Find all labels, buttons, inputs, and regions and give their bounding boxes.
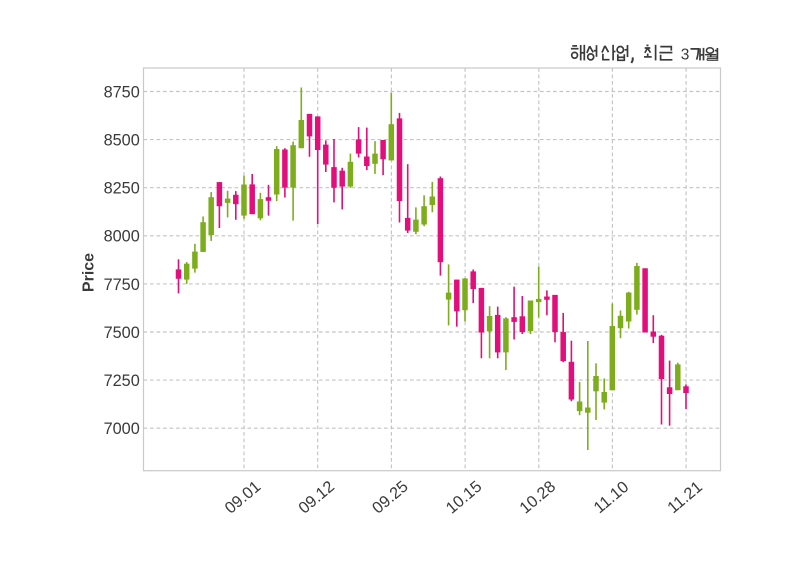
svg-text:7750: 7750	[104, 276, 140, 294]
svg-text:3: 3	[681, 46, 690, 63]
svg-text:8500: 8500	[104, 132, 140, 150]
svg-text:7000: 7000	[104, 420, 140, 438]
svg-text:8000: 8000	[104, 228, 140, 246]
svg-text:8250: 8250	[104, 180, 140, 198]
svg-text:7500: 7500	[104, 324, 140, 342]
svg-text:Price: Price	[81, 253, 98, 292]
svg-text:8750: 8750	[104, 83, 140, 101]
svg-text:7250: 7250	[104, 372, 140, 390]
